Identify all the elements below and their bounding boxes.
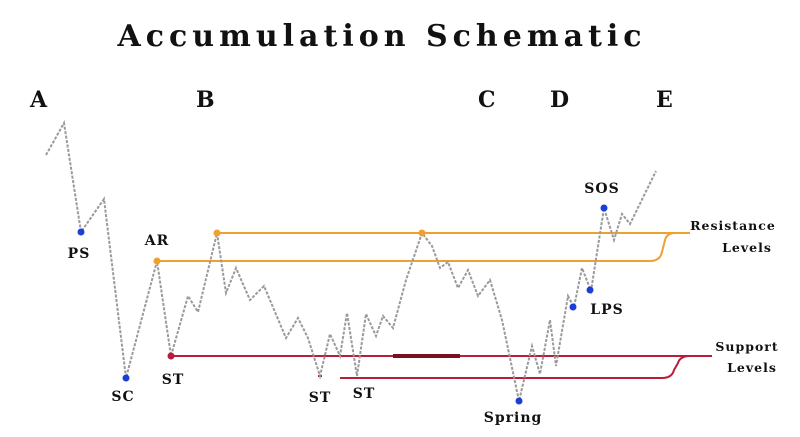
st-label-1: ST	[162, 372, 185, 388]
phase-label-a: A	[29, 87, 48, 113]
support-label-line2: Levels	[727, 360, 777, 375]
support-bracket	[661, 355, 712, 379]
ar-marker	[153, 257, 161, 265]
st-marker	[167, 352, 175, 360]
price-path	[45, 119, 657, 402]
lps-marker-1	[569, 303, 577, 311]
sc-label: SC	[111, 389, 134, 405]
support-label-line1: Support	[715, 339, 778, 354]
phase-label-c: C	[478, 87, 496, 113]
resistance-label-line1: Resistance	[690, 218, 776, 233]
ps-marker	[77, 228, 85, 236]
st-label-3: ST	[353, 386, 376, 402]
phase-label-d: D	[550, 87, 569, 113]
diagram-title: Accumulation Schematic	[116, 19, 646, 54]
phase-label-e: E	[656, 87, 673, 113]
resistance-touch-marker-1	[213, 229, 221, 237]
lps-marker-2	[586, 286, 594, 294]
st-label-2: ST	[309, 390, 332, 406]
resistance-label-line2: Levels	[722, 240, 772, 255]
sos-marker	[600, 204, 608, 212]
ar-label: AR	[144, 233, 170, 249]
ps-label: PS	[68, 246, 91, 262]
sc-marker	[122, 374, 130, 382]
resistance-touch-marker-2	[418, 229, 426, 237]
spring-label: Spring	[484, 410, 543, 426]
resistance-bracket	[649, 232, 690, 262]
phase-label-b: B	[196, 87, 215, 113]
sos-label: SOS	[584, 181, 619, 197]
spring-marker	[515, 397, 523, 405]
lps-label: LPS	[590, 302, 623, 318]
